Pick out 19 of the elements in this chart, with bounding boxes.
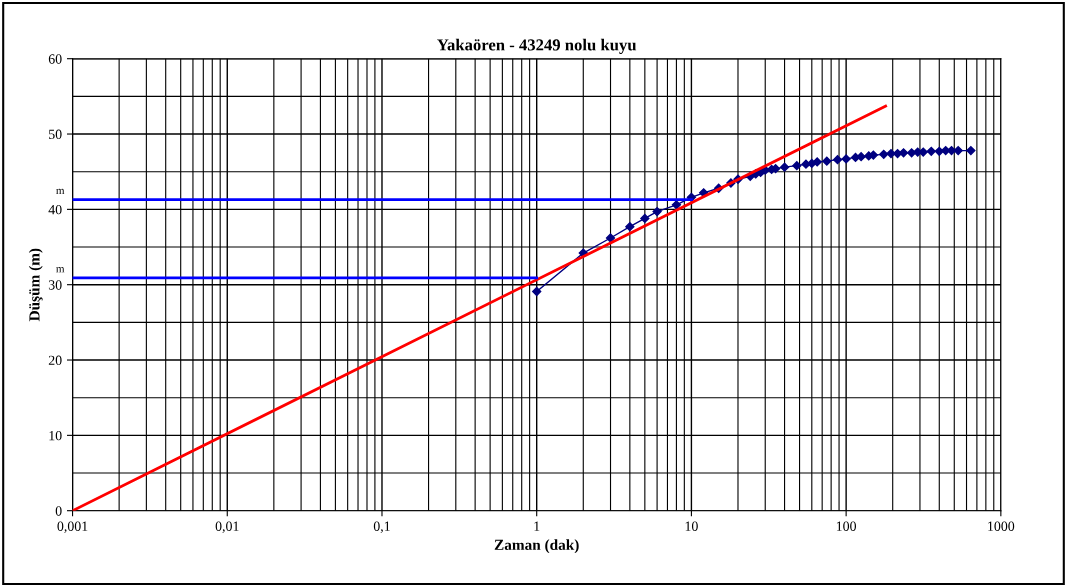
- x-tick-label: 0,01: [215, 521, 239, 533]
- y-tick-label: 20: [48, 355, 62, 365]
- x-tick-label: 0,001: [57, 521, 88, 533]
- x-tick-label: 1000: [988, 521, 1015, 531]
- x-tick-label: 0,1: [373, 521, 390, 533]
- x-axis-title: Zaman (dak): [494, 539, 579, 554]
- y-tick-label: 0: [55, 506, 62, 516]
- x-tick-label: 100: [836, 521, 857, 531]
- x-tick-label: 10: [685, 521, 698, 531]
- y-tick-label: 60: [48, 54, 62, 64]
- y-tick-label: 30: [48, 280, 62, 290]
- y-tick-label: 50: [49, 129, 62, 139]
- annotation: m: [56, 267, 65, 273]
- x-tick-label: 1: [534, 521, 540, 531]
- y-tick-label: 40: [48, 204, 62, 215]
- y-axis-title: Düşüm (m): [28, 248, 43, 322]
- y-tick-label: 10: [49, 430, 62, 441]
- chart-title: Yakaören - 43249 nolu kuyu: [437, 38, 637, 54]
- annotation: m: [56, 188, 65, 195]
